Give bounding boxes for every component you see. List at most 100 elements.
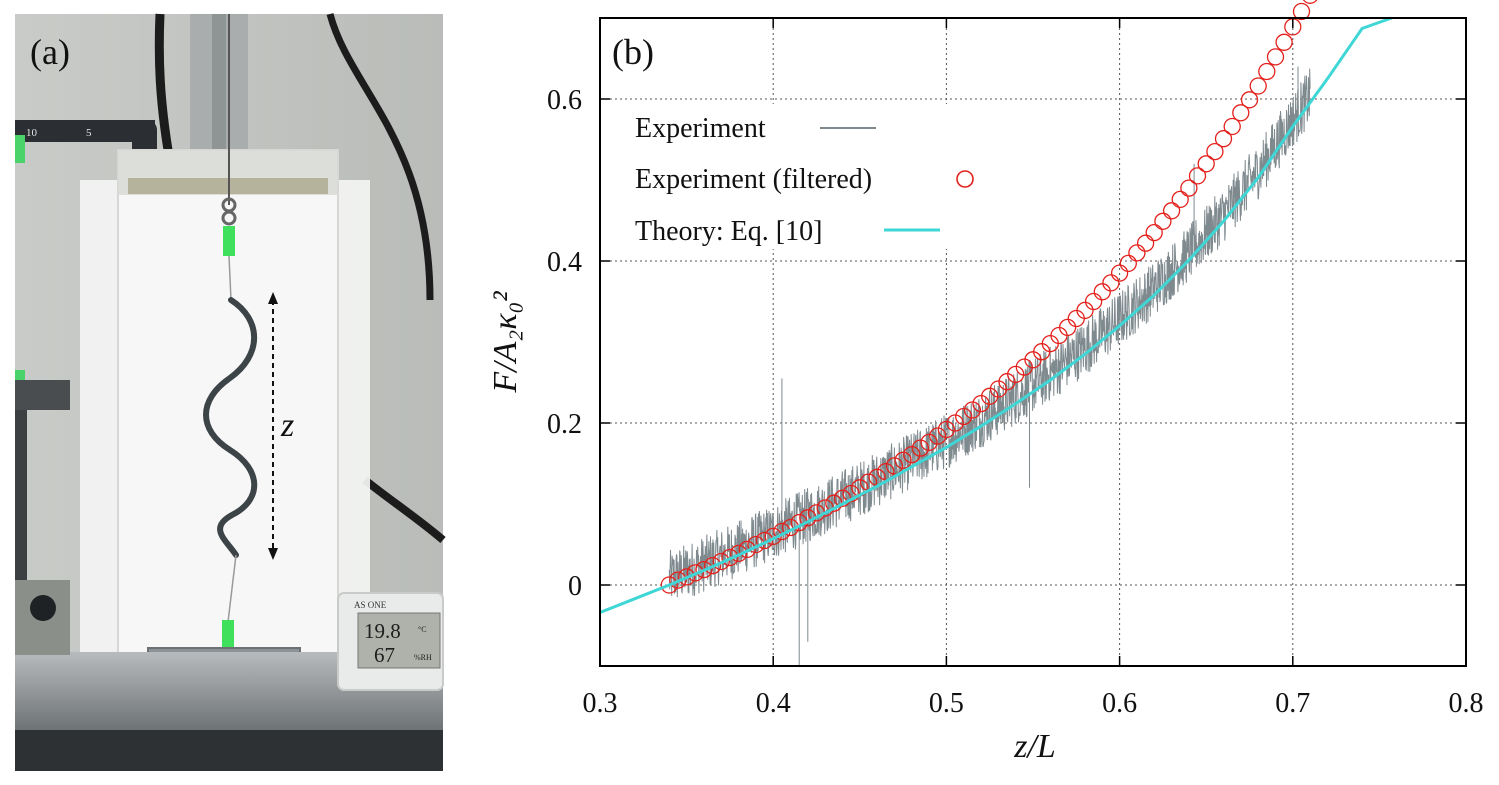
filtered-marker (1206, 142, 1224, 161)
ruler-mark: 5 (86, 127, 92, 139)
filtered-marker (929, 427, 947, 445)
filtered-marker (1110, 264, 1129, 282)
x-tick-labels: 0.3 0.4 0.5 0.6 0.7 0.8 (583, 688, 1484, 719)
filtered-marker (885, 457, 904, 475)
humidity-readout: 67 (374, 643, 395, 667)
x-tick-label: 0.4 (756, 688, 791, 719)
stand-post (15, 410, 27, 590)
y-axis-label-text: F/A₂κ₀² (487, 291, 524, 394)
filtered-marker (738, 540, 756, 559)
filtered-marker (669, 571, 687, 589)
y-tick-label: 0.2 (547, 409, 582, 440)
filtered-marker (1154, 212, 1172, 230)
legend-swatch-filtered (956, 170, 974, 188)
y-tick-label: 0.6 (547, 85, 582, 116)
filtered-marker (955, 407, 973, 426)
experiment-series (668, 66, 1311, 666)
theory-series (599, 16, 1393, 614)
filtered-marker (1180, 179, 1198, 197)
x-tick-label: 0.6 (1102, 688, 1137, 719)
gridlines (600, 18, 1466, 666)
filtered-marker (903, 445, 921, 464)
filtered-marker (842, 484, 860, 503)
filtered-marker (911, 439, 930, 457)
photo-panel: 10 5 10 15 20 25 30 z (15, 13, 446, 771)
hook-ring (221, 210, 237, 226)
filtered-marker (1197, 155, 1215, 173)
helical-rod (203, 297, 258, 558)
filtered-marker (1240, 91, 1259, 109)
filtered-marker (1015, 358, 1033, 376)
filtered-marker (695, 560, 713, 579)
x-tick-label: 0.3 (583, 688, 618, 719)
plot-frame (599, 17, 1467, 667)
filtered-marker (686, 564, 704, 582)
x-tick-label: 0.7 (1275, 688, 1310, 719)
aluminium-frame-groove (212, 14, 226, 159)
filtered-marker (981, 387, 999, 405)
y-axis-label: F/A₂κ₀² (487, 291, 524, 394)
filtered-marker (703, 556, 722, 575)
filtered-marker (1136, 234, 1155, 252)
filtered-marker (1102, 274, 1120, 292)
axis-ticks (599, 18, 1467, 666)
filtered-marker (1119, 254, 1137, 273)
filtered-marker (963, 401, 982, 419)
filtered-marker (1128, 244, 1146, 262)
z-arrow-head-top (268, 292, 278, 304)
filtered-marker (1223, 117, 1241, 136)
filtered-marker (1266, 48, 1285, 66)
filtered-marker (712, 552, 730, 571)
filtered-marker (1084, 292, 1103, 311)
filtered-series (660, 0, 1318, 594)
filtered-marker (920, 433, 938, 452)
y-tick-label: 0.4 (547, 247, 582, 278)
x-axis-label: z/L (1013, 728, 1056, 765)
filtered-marker (1292, 2, 1311, 21)
hygrometer-screen (357, 612, 441, 669)
humidity-unit: %RH (414, 653, 432, 662)
filtered-marker (721, 548, 739, 567)
x-axis-label-text: z/L (1013, 728, 1056, 765)
filtered-marker (1275, 33, 1293, 51)
green-clamp-top (15, 135, 25, 163)
knob (30, 595, 56, 621)
filtered-marker (1214, 130, 1233, 148)
thread-upper (228, 255, 232, 301)
y-tick-label: 0 (568, 571, 582, 602)
filtered-marker (1171, 190, 1189, 209)
experiment-trace (668, 66, 1311, 666)
z-label: z (280, 407, 294, 444)
temperature-unit: °C (418, 625, 427, 634)
temperature-readout: 19.8 (364, 619, 401, 643)
chart: 0.3 0.4 0.5 0.6 0.7 0.8 0 0.2 0.4 0.6 (b) Experi… (487, 0, 1484, 765)
filtered-marker (1232, 104, 1250, 122)
y-tick-labels: 0 0.2 0.4 0.6 (547, 85, 582, 602)
legend-label-theory: Theory: Eq. [10] (635, 216, 822, 247)
green-clamp-upper (223, 226, 235, 256)
hygrometer-brand: AS ONE (354, 600, 387, 610)
black-cable-right (326, 13, 434, 301)
x-tick-label: 0.8 (1449, 688, 1484, 719)
green-clamp-lower (222, 620, 234, 654)
legend: Experiment Experiment (filtered) Theory:… (624, 104, 974, 249)
filtered-marker (677, 568, 696, 586)
thread-lower (227, 554, 237, 623)
panel-b-label: (b) (612, 32, 654, 72)
filtered-marker (1249, 77, 1267, 95)
legend-label-filtered: Experiment (filtered) (635, 164, 872, 195)
filtered-marker (998, 373, 1016, 391)
legend-label-experiment: Experiment (635, 113, 766, 144)
filtered-marker (660, 576, 678, 594)
z-arrow-head-bottom (268, 548, 278, 560)
table-edge (15, 730, 443, 771)
ruler-mark: 10 (26, 127, 38, 139)
square-ruler-top (15, 120, 155, 142)
filtered-marker (1188, 167, 1207, 185)
black-cable-lower (362, 476, 446, 544)
filtered-marker (894, 451, 912, 469)
filtered-marker (1058, 318, 1077, 337)
filtered-marker (946, 414, 964, 432)
legend-background (624, 104, 954, 249)
